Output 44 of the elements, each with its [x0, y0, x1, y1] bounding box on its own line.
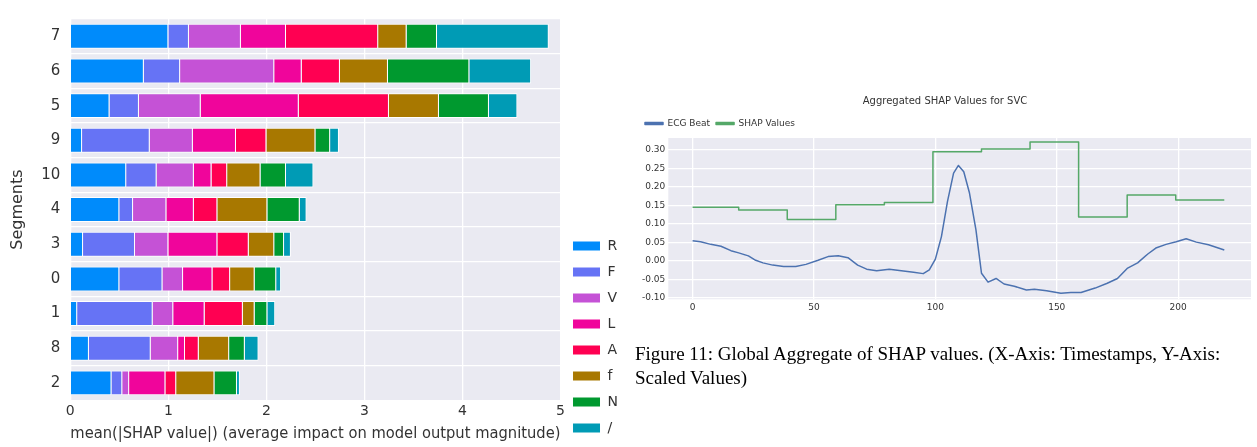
legend-label: R — [607, 236, 618, 253]
y-tick-label: -0.10 — [641, 292, 666, 303]
x-tick-label: 3 — [359, 402, 369, 419]
y-axis-title: Segments — [6, 169, 26, 250]
caption: Figure 11: Global Aggregate of SHAP values. (X-Axis: Timestamps, Y-Axis: Scaled Values) — [635, 342, 1222, 390]
x-tick-label: 50 — [808, 301, 820, 312]
y-tick-label: 5 — [50, 95, 61, 114]
y-tick-label: 8 — [50, 338, 61, 357]
y-tick-label: 10 — [41, 164, 61, 183]
y-tick-label: 0.00 — [645, 255, 666, 266]
y-tick-label: 0.05 — [645, 236, 666, 247]
y-tick-label: 0.20 — [645, 181, 666, 192]
x-tick-label: 0 — [689, 301, 696, 312]
legend-label: F — [607, 262, 616, 279]
x-tick-label: 1 — [163, 402, 173, 419]
y-tick-label: 9 — [50, 130, 61, 149]
y-tick-label: 0 — [50, 268, 61, 287]
y-tick-label: 0.30 — [645, 144, 666, 155]
legend-label: SHAP Values — [738, 117, 796, 128]
x-tick-label: 4 — [458, 402, 468, 419]
legend-label: V — [607, 288, 618, 305]
x-tick-label: 0 — [65, 402, 75, 419]
x-tick-label: 100 — [926, 301, 945, 312]
legend-label: N — [607, 392, 619, 409]
y-tick-label: -0.05 — [641, 273, 666, 284]
legend-label: f — [607, 366, 614, 383]
y-tick-label: 0.10 — [645, 218, 666, 229]
x-tick-label: 150 — [1048, 301, 1066, 312]
y-tick-label: 7 — [50, 26, 61, 45]
x-axis-title: mean(|SHAP value|) (average impact on model output magnitude) — [70, 423, 561, 442]
legend-label: L — [607, 314, 616, 331]
y-tick-label: 4 — [50, 199, 61, 218]
legend-label: A — [607, 340, 618, 357]
x-tick-label: 5 — [556, 402, 565, 419]
y-tick-label: 0.15 — [645, 199, 666, 210]
y-tick-label: 0.25 — [645, 162, 666, 173]
x-tick-label: 200 — [1169, 301, 1188, 312]
x-tick-label: 2 — [261, 402, 271, 419]
y-tick-label: 6 — [50, 60, 61, 79]
legend-label: / — [607, 418, 613, 435]
chart-title: Aggregated SHAP Values for SVC — [862, 94, 1028, 106]
y-tick-label: 2 — [50, 372, 61, 391]
legend-label: ECG Beat — [667, 117, 711, 128]
y-tick-label: 3 — [50, 234, 61, 253]
